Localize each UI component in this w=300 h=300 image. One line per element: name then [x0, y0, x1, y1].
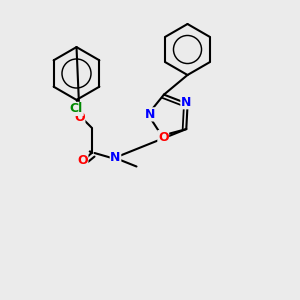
Text: O: O — [77, 154, 88, 167]
Text: N: N — [181, 96, 191, 109]
Text: N: N — [145, 108, 155, 121]
Text: Cl: Cl — [70, 102, 83, 116]
Text: O: O — [158, 131, 169, 144]
Text: N: N — [110, 151, 121, 164]
Text: O: O — [74, 111, 85, 124]
